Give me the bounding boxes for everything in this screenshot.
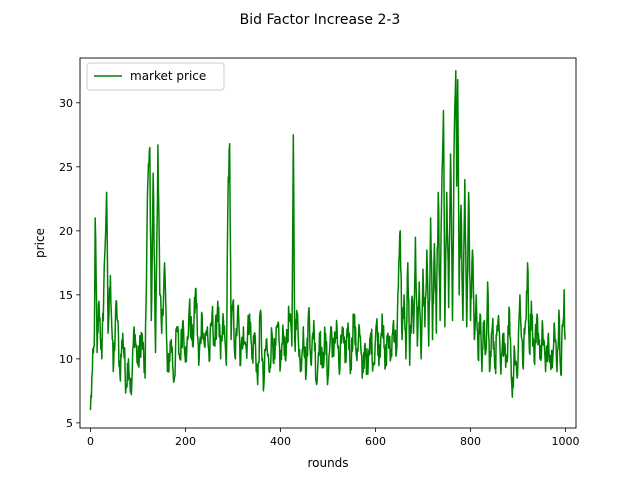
x-tick-label: 200 — [175, 435, 196, 448]
x-axis-ticks: 0 200 400 600 800 1000 — [87, 428, 580, 448]
x-tick-label: 800 — [460, 435, 481, 448]
x-axis-label: rounds — [307, 456, 348, 470]
legend-box — [86, 62, 225, 91]
y-tick-label: 25 — [59, 161, 73, 174]
y-tick-label: 30 — [59, 97, 73, 110]
y-tick-label: 5 — [66, 417, 73, 430]
legend-label: market price — [130, 69, 206, 83]
x-tick-label: 600 — [365, 435, 386, 448]
legend: market price — [86, 62, 225, 91]
y-tick-label: 10 — [59, 353, 73, 366]
y-tick-label: 20 — [59, 225, 73, 238]
plot-frame — [79, 57, 577, 429]
x-tick-label: 0 — [87, 435, 94, 448]
series-layer — [89, 70, 566, 411]
x-tick-label: 400 — [270, 435, 291, 448]
x-tick-label: 1000 — [552, 435, 580, 448]
y-axis-ticks: 5 10 15 20 25 30 — [59, 97, 80, 430]
y-tick-label: 15 — [59, 289, 73, 302]
y-axis-label: price — [33, 228, 47, 258]
series-line-market-price — [89, 70, 566, 411]
chart-title: Bid Factor Increase 2-3 — [240, 12, 401, 28]
